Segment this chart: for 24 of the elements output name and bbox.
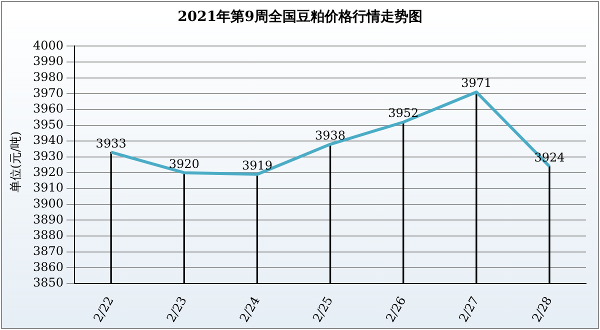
data-label: 3919 [242,158,272,172]
y-axis-title: 单位(元/吨) [8,131,24,193]
y-tick-label: 3920 [32,164,64,179]
y-tick-label: 3970 [32,86,64,100]
y-tick-label: 3860 [32,260,64,274]
data-label: 3933 [96,136,126,150]
y-tick-label: 3900 [32,196,64,210]
data-label: 3938 [314,128,346,142]
y-tick-label: 3850 [32,276,64,290]
y-tick-label: 3890 [32,212,64,226]
y-tick-label: 3880 [32,228,64,242]
data-label: 3971 [461,76,492,90]
y-tick-label: 4000 [32,38,64,52]
data-label: 3952 [388,106,419,120]
y-tick-label: 3930 [32,149,64,164]
y-tick-label: 3980 [32,70,64,84]
y-tick-label: 3870 [32,244,64,258]
y-tick-label: 3950 [32,117,64,132]
y-tick-label: 3990 [32,54,64,68]
y-tick-label: 3940 [32,133,64,148]
y-tick-label: 3910 [32,180,64,195]
chart-title: 2021年第9周全国豆粕价格行情走势图 [176,8,424,26]
data-label: 3920 [168,156,200,171]
y-tick-label: 3960 [32,102,64,116]
